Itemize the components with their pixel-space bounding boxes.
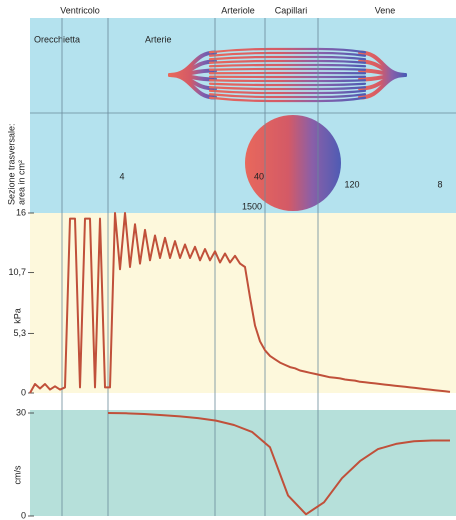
region-label: Arteriole	[221, 5, 255, 15]
section-value: 40	[254, 171, 264, 181]
velocity-panel	[30, 410, 456, 516]
region-label: Arterie	[145, 34, 172, 44]
region-label: Orecchietta	[34, 34, 80, 44]
y-tick-label: 16	[16, 207, 26, 217]
region-label: Ventricolo	[60, 5, 100, 15]
vessel	[210, 65, 365, 66]
vessel	[210, 69, 365, 70]
section-label: area in cm²	[16, 160, 26, 205]
axis-label: cm/s	[12, 465, 22, 484]
y-tick-label: 30	[16, 407, 26, 417]
section-value: 120	[344, 179, 359, 189]
y-tick-label: 5,3	[13, 328, 26, 338]
vessel	[210, 84, 365, 85]
section-value: 8	[437, 179, 442, 189]
vessel	[210, 80, 365, 81]
axis-label: kPa	[12, 308, 22, 324]
region-label: Vene	[375, 5, 396, 15]
figure: Ventricolo Arteriole Capillari Vene Orec…	[0, 0, 456, 520]
section-circle	[245, 115, 341, 211]
y-tick-label: 10,7	[8, 267, 26, 277]
section-panel	[30, 113, 456, 213]
y-tick-label: 0	[21, 510, 26, 520]
section-label: Sezione trasversale:	[6, 123, 16, 205]
section-value: 1500	[242, 201, 262, 211]
y-tick-label: 0	[21, 387, 26, 397]
region-label: Capillari	[275, 5, 308, 15]
section-value: 4	[119, 171, 124, 181]
